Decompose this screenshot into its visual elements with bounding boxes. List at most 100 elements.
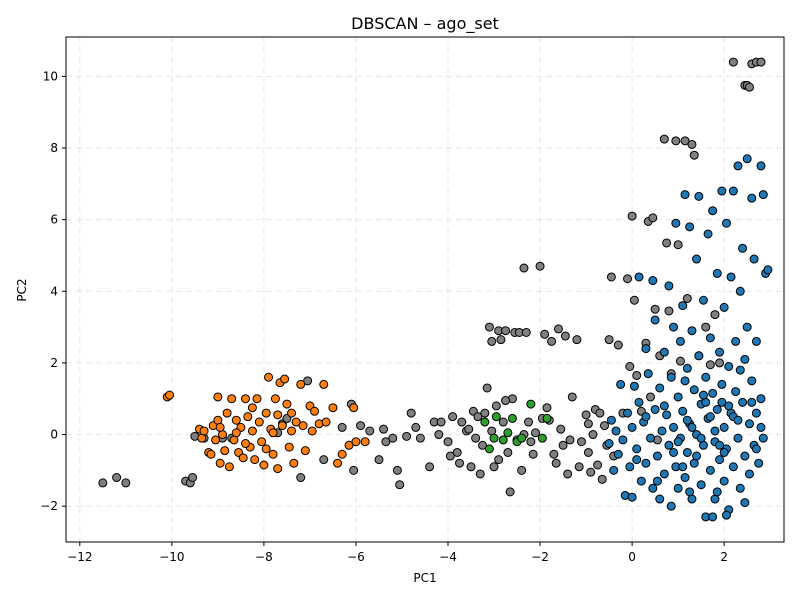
scatter-point: [715, 440, 725, 450]
scatter-point: [319, 379, 329, 389]
scatter-point: [659, 469, 669, 479]
scatter-point: [436, 417, 446, 427]
scatter-point: [280, 374, 290, 384]
scatter-point: [574, 462, 584, 472]
scatter-point: [728, 186, 738, 196]
scatter-point: [719, 476, 729, 486]
scatter-point: [365, 426, 375, 436]
scatter-point: [455, 458, 465, 468]
scatter-point: [606, 272, 616, 282]
scatter-point: [583, 419, 593, 429]
y-tick-label: 8: [50, 141, 58, 155]
y-tick-label: 6: [50, 213, 58, 227]
scatter-point: [287, 426, 297, 436]
scatter-point: [616, 379, 626, 389]
scatter-point: [392, 465, 402, 475]
scatter-point: [445, 451, 455, 461]
scatter-point: [547, 336, 557, 346]
scatter-point: [337, 422, 347, 432]
scatter-point: [719, 447, 729, 457]
scatter-point: [708, 512, 718, 522]
scatter-point: [606, 415, 616, 425]
scatter-point: [756, 161, 766, 171]
scatter-point: [448, 412, 458, 422]
scatter-point: [625, 362, 635, 372]
scatter-point: [521, 327, 531, 337]
scatter-point: [652, 451, 662, 461]
scatter-point: [613, 340, 623, 350]
scatter-point: [526, 399, 536, 409]
scatter-point: [629, 381, 639, 391]
scatter-point: [756, 422, 766, 432]
scatter-point: [489, 462, 499, 472]
x-tick-label: −8: [255, 550, 273, 564]
scatter-point: [747, 376, 757, 386]
scatter-point: [333, 458, 343, 468]
scatter-point: [744, 82, 754, 92]
scatter-point: [724, 362, 734, 372]
scatter-point: [733, 415, 743, 425]
scatter-point: [282, 399, 292, 409]
scatter-point: [356, 421, 366, 431]
scatter-point: [719, 422, 729, 432]
scatter-point: [381, 437, 391, 447]
scatter-point: [712, 268, 722, 278]
scatter-point: [220, 446, 230, 456]
scatter-point: [715, 455, 725, 465]
scatter-point: [673, 483, 683, 493]
scatter-point: [659, 134, 669, 144]
x-tick-label: −4: [439, 550, 457, 564]
scatter-point: [673, 240, 683, 250]
scatter-point: [749, 254, 759, 264]
scatter-point: [215, 458, 225, 468]
scatter-point: [563, 469, 573, 479]
scatter-point: [625, 462, 635, 472]
scatter-point: [291, 417, 301, 427]
scatter-point: [264, 372, 274, 382]
scatter-point: [680, 376, 690, 386]
scatter-point: [641, 344, 651, 354]
scatter-point: [487, 336, 497, 346]
scatter-point: [712, 487, 722, 497]
scatter-point: [675, 356, 685, 366]
x-tick-label: 2: [720, 550, 728, 564]
scatter-point: [742, 154, 752, 164]
scatter-point: [581, 410, 591, 420]
scatter-point: [558, 440, 568, 450]
scatter-point: [685, 487, 695, 497]
scatter-point: [535, 261, 545, 271]
scatter-point: [738, 243, 748, 253]
scatter-point: [199, 426, 209, 436]
scatter-point: [121, 478, 131, 488]
scatter-point: [689, 150, 699, 160]
scatter-point: [213, 392, 223, 402]
scatter-point: [560, 331, 570, 341]
scatter-point: [484, 444, 494, 454]
y-tick-label: 2: [50, 356, 58, 370]
scatter-point: [503, 428, 513, 438]
scatter-point: [689, 385, 699, 395]
scatter-point: [344, 440, 354, 450]
scatter-point: [659, 401, 669, 411]
scatter-point: [270, 394, 280, 404]
scatter-point: [696, 480, 706, 490]
scatter-points: [98, 57, 773, 522]
scatter-point: [505, 487, 515, 497]
scatter-point: [588, 430, 598, 440]
scatter-point: [751, 408, 761, 418]
x-tick-label: −2: [531, 550, 549, 564]
scatter-point: [662, 238, 672, 248]
scatter-point: [682, 293, 692, 303]
scatter-point: [452, 447, 462, 457]
scatter-point: [641, 458, 651, 468]
scatter-point: [687, 139, 697, 149]
scatter-point: [349, 403, 359, 413]
scatter-point: [756, 394, 766, 404]
scatter-point: [738, 397, 748, 407]
scatter-point: [478, 440, 488, 450]
scatter-point: [666, 501, 676, 511]
scatter-point: [494, 455, 504, 465]
axis-ticks: −12 −10 −8 −6 −4 −2 0 2 −2 0 2 4 6 8 10: [40, 69, 728, 564]
scatter-point: [241, 439, 250, 449]
scatter-point: [593, 460, 603, 470]
